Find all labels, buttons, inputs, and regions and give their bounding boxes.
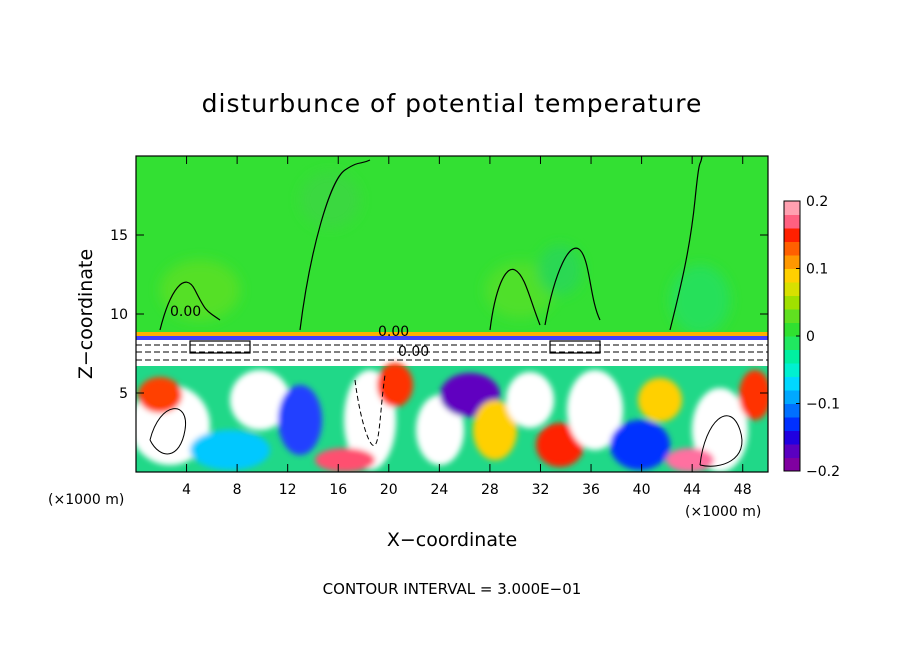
colorbar-swatch [784, 457, 800, 472]
x-tick-label: 44 [683, 482, 701, 498]
x-tick-label: 48 [734, 482, 752, 498]
x-tick-label: 4 [182, 482, 191, 498]
y-tick-label: 10 [110, 307, 128, 323]
plot-field: 0.00 0.00 0.00 [136, 156, 768, 472]
field-band [136, 340, 768, 368]
colorbar-swatch [784, 322, 800, 337]
field-patch [485, 262, 555, 318]
x-tick-label: 24 [430, 482, 448, 498]
contour-line [669, 156, 703, 331]
contour-label: 0.00 [378, 324, 409, 340]
colorbar-swatch [784, 349, 800, 364]
field-eddy [638, 378, 682, 422]
contour-label: 0.00 [398, 344, 429, 360]
x-tick-label: 8 [233, 482, 242, 498]
colorbar-swatch [784, 201, 800, 215]
field-eddy [610, 420, 670, 470]
chart-title: disturbunce of potential temperature [202, 89, 703, 118]
contour-interval-note: CONTOUR INTERVAL = 3.000E−01 [323, 580, 582, 598]
field-eddy [666, 448, 714, 472]
colorbar-swatch [784, 282, 800, 296]
y-axis: 5 10 15 [110, 228, 768, 402]
y-tick-label: 5 [119, 386, 128, 402]
field-eddy [138, 377, 182, 413]
x-tick-label: 16 [329, 482, 347, 498]
colorbar-swatch [784, 228, 800, 242]
colorbar-tick-label: 0 [806, 329, 815, 345]
field-eddy [315, 448, 375, 472]
field-upper-layer [136, 156, 768, 336]
contour-label: 0.00 [170, 304, 201, 320]
colorbar-tick-label: −0.1 [806, 397, 840, 413]
colorbar-swatch [784, 255, 800, 269]
x-unit-label-right: (×1000 m) [685, 504, 761, 520]
field-eddy [278, 385, 322, 455]
field-eddy [377, 363, 413, 407]
colorbar-tick-label: 0.1 [806, 262, 828, 278]
x-tick-label: 36 [582, 482, 600, 498]
field-band [136, 332, 768, 336]
colorbar-swatch [784, 336, 800, 350]
colorbar-swatch [784, 241, 800, 256]
x-unit-label-left: (×1000 m) [48, 492, 124, 508]
colorbar-swatch [784, 403, 800, 418]
field-eddy [692, 388, 748, 472]
colorbar-swatch [784, 309, 800, 323]
field-eddy [190, 430, 270, 470]
field-eddy [230, 370, 290, 430]
field-eddy [536, 423, 584, 467]
colorbar-swatch [784, 430, 800, 445]
x-tick-label: 12 [279, 482, 297, 498]
colorbar-ticks: 0.2 0.1 0 −0.1 −0.2 [796, 194, 840, 480]
colorbar-swatch [784, 390, 800, 404]
colorbar-tick-label: −0.2 [806, 464, 840, 480]
x-tick-label: 40 [633, 482, 651, 498]
colorbar-tick-label: 0.2 [806, 194, 828, 210]
field-eddy [567, 370, 623, 450]
y-tick-label: 15 [110, 228, 128, 244]
colorbar-swatch [784, 444, 800, 458]
x-axis: 4 8 12 16 20 24 28 32 36 40 44 48 [182, 156, 752, 498]
x-axis-label: X−coordinate [387, 529, 517, 551]
colorbar-swatch [784, 363, 800, 377]
colorbar-swatch [784, 295, 800, 310]
x-tick-label: 20 [380, 482, 398, 498]
contour-box [189, 340, 251, 354]
x-tick-label: 28 [481, 482, 499, 498]
contour-line [299, 159, 371, 331]
colorbar-swatch [784, 268, 800, 283]
field-patch [300, 172, 360, 228]
contour-line [544, 247, 601, 326]
contour-line [699, 415, 743, 467]
x-tick-label: 32 [532, 482, 550, 498]
contour-box [549, 340, 601, 354]
y-axis-label: Z−coordinate [75, 249, 97, 379]
colorbar-swatch [784, 214, 800, 229]
field-patch [160, 260, 240, 320]
contour-line [149, 408, 187, 455]
contour-line [354, 374, 386, 446]
field-eddy [506, 372, 554, 428]
field-eddy [473, 400, 517, 460]
colorbar [784, 201, 800, 472]
contour-line [159, 281, 221, 331]
field-patch [670, 265, 730, 335]
colorbar-swatch [784, 376, 800, 391]
colorbar-swatch [784, 417, 800, 431]
contour-line [489, 268, 541, 331]
field-eddy [739, 370, 768, 420]
field-band [136, 336, 768, 340]
